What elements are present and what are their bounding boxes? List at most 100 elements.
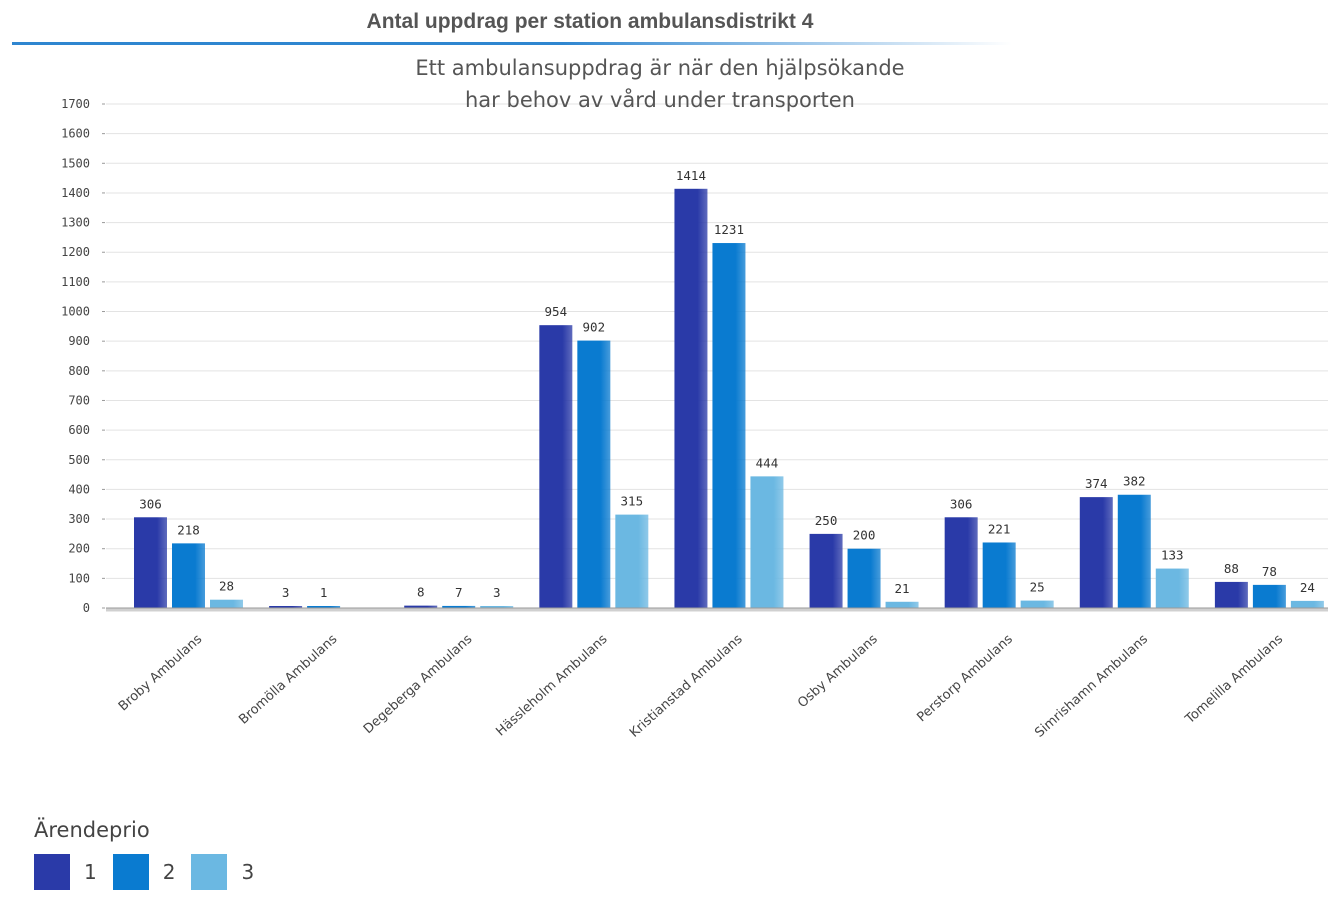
legend-label-1: 1 <box>84 860 97 884</box>
data-label: 28 <box>219 579 234 594</box>
data-label: 200 <box>853 528 876 543</box>
data-label: 1414 <box>676 168 706 183</box>
data-label: 88 <box>1224 561 1239 576</box>
bar <box>307 606 341 608</box>
legend-swatch-2 <box>112 854 149 890</box>
bar <box>809 533 843 608</box>
legend-item-1[interactable]: 1 <box>34 854 97 890</box>
bar <box>885 601 919 608</box>
x-tick-label: Bromölla Ambulans <box>236 632 340 728</box>
bar <box>1079 497 1113 608</box>
y-tick-label: 700 <box>68 393 90 407</box>
y-tick-label: 1200 <box>61 245 90 259</box>
data-label: 382 <box>1123 474 1146 489</box>
legend-swatch-1 <box>34 854 70 890</box>
legend: Ärendeprio 1 2 3 <box>34 818 270 890</box>
y-tick-label: 800 <box>68 364 90 378</box>
data-label: 7 <box>455 585 463 600</box>
bar <box>1020 600 1054 608</box>
legend-item-3[interactable]: 3 <box>191 854 254 890</box>
data-label: 221 <box>988 521 1011 536</box>
y-tick-label: 1000 <box>61 305 90 319</box>
data-label: 8 <box>417 585 425 600</box>
bar <box>172 543 205 608</box>
y-tick-label: 400 <box>68 482 90 496</box>
bars <box>134 188 1324 608</box>
data-label: 3 <box>282 585 290 600</box>
bar <box>847 548 881 608</box>
y-tick-label: 1400 <box>61 186 90 200</box>
bar <box>1117 494 1151 608</box>
data-label: 374 <box>1085 476 1108 491</box>
data-label: 306 <box>139 496 162 511</box>
data-label: 954 <box>545 304 568 319</box>
x-tick-label: Hässleholm Ambulans <box>493 632 610 740</box>
bar <box>982 542 1016 608</box>
legend-title: Ärendeprio <box>34 818 150 842</box>
data-label: 21 <box>895 581 910 596</box>
data-label: 78 <box>1262 564 1277 579</box>
y-tick-label: 200 <box>68 542 90 556</box>
data-label: 3 <box>493 585 501 600</box>
x-tick-label: Perstorp Ambulans <box>914 632 1016 726</box>
x-tick-label: Osby Ambulans <box>795 632 881 711</box>
bar <box>539 325 573 608</box>
x-tick-label: Tomelilla Ambulans <box>1182 632 1286 728</box>
legend-item-2[interactable]: 2 <box>112 854 176 890</box>
data-label: 24 <box>1300 580 1315 595</box>
data-label: 25 <box>1030 580 1045 595</box>
bar <box>1290 600 1324 608</box>
x-tick-label: Kristianstad Ambulans <box>627 632 746 741</box>
y-tick-label: 1500 <box>61 156 90 170</box>
chart-subtitle: Ett ambulansuppdrag är när den hjälpsöka… <box>360 52 960 116</box>
y-tick-label: 100 <box>68 571 90 585</box>
x-axis: Broby Ambulans Bromölla Ambulans Degeberga… <box>106 607 1328 741</box>
y-tick-label: 300 <box>68 512 90 526</box>
y-tick-label: 0 <box>83 601 90 615</box>
legend-swatch-3 <box>191 854 228 890</box>
bar <box>404 605 438 608</box>
y-axis: 0 100 200 300 400 500 600 700 800 900 1000 1100 1200… <box>61 97 105 615</box>
bar <box>674 188 708 608</box>
data-label: 1 <box>320 585 328 600</box>
data-label: 306 <box>950 496 973 511</box>
data-labels: 306 218 28 3 1 8 7 3 954 902 315 1414 1231 444 250 200 2… <box>139 168 1315 600</box>
x-tick-label: Broby Ambulans <box>116 632 205 715</box>
bar-chart: 0100200300400500600700800900100011001200… <box>61 97 1328 741</box>
subtitle-line-2: har behov av vård under transporten <box>465 88 855 112</box>
chart-title: Antal uppdrag per station ambulansdistri… <box>366 10 814 33</box>
bar <box>1252 584 1286 608</box>
bar <box>615 514 649 608</box>
bar <box>134 517 167 608</box>
bar <box>442 605 476 608</box>
data-label: 444 <box>756 455 779 470</box>
bar <box>480 606 514 608</box>
y-tick-label: 1700 <box>61 97 90 111</box>
bar <box>1155 568 1189 608</box>
bar <box>712 243 746 608</box>
x-tick-label: Simrishamn Ambulans <box>1032 632 1151 741</box>
data-label: 133 <box>1161 548 1184 563</box>
y-tick-label: 1300 <box>61 216 90 230</box>
bar <box>577 340 611 608</box>
data-label: 1231 <box>714 222 744 237</box>
data-label: 250 <box>815 513 838 528</box>
data-label: 218 <box>177 522 200 537</box>
bar <box>210 599 243 608</box>
legend-label-2: 2 <box>162 860 176 884</box>
data-label: 902 <box>583 320 606 335</box>
bar <box>269 606 303 608</box>
y-tick-label: 1100 <box>61 275 90 289</box>
y-tick-label: 600 <box>68 423 90 437</box>
subtitle-line-1: Ett ambulansuppdrag är när den hjälpsöka… <box>415 56 905 80</box>
bar <box>1214 581 1248 608</box>
data-label: 315 <box>621 494 644 509</box>
y-tick-label: 1600 <box>61 127 90 141</box>
legend-items: 1 2 3 <box>34 854 270 890</box>
x-tick-label: Degeberga Ambulans <box>361 632 476 737</box>
y-tick-label: 500 <box>68 453 90 467</box>
title-underline <box>12 42 1012 45</box>
bar <box>750 476 784 608</box>
legend-label-3: 3 <box>241 860 255 884</box>
y-tick-label: 900 <box>68 334 90 348</box>
